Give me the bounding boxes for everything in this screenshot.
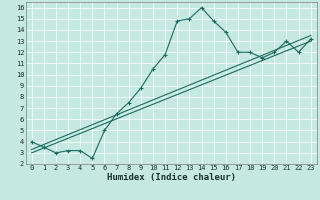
X-axis label: Humidex (Indice chaleur): Humidex (Indice chaleur) — [107, 173, 236, 182]
